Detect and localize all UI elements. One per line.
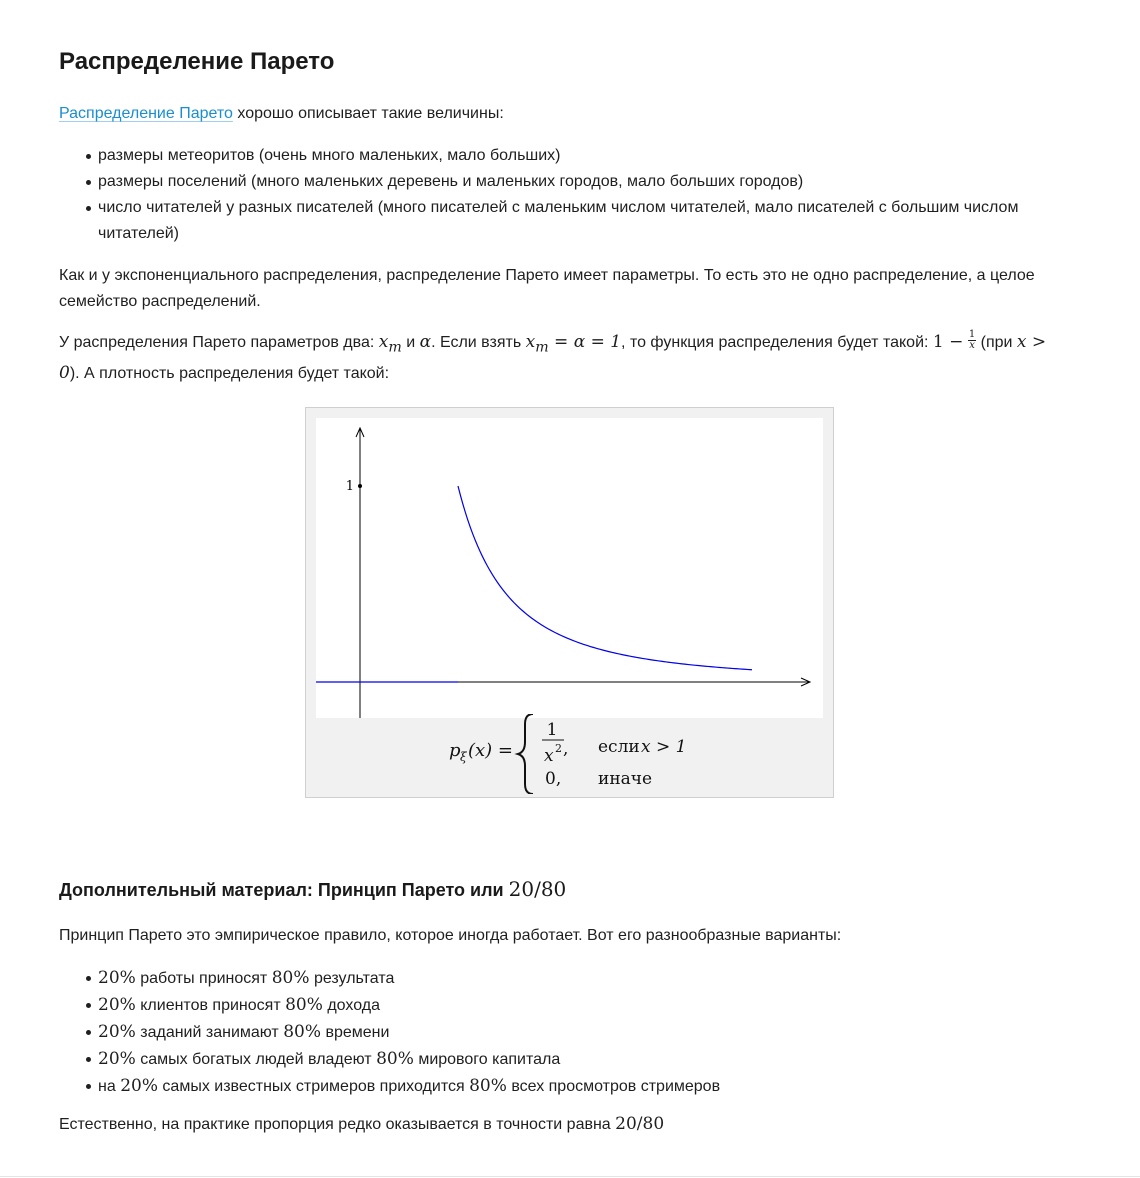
exponential-paragraph: Как и у экспоненциального распределения,… [59, 267, 1035, 310]
density-formula: p ξ (x) = 1 x 2 , если x > 1 0, иначе [306, 713, 833, 795]
page-title: Распределение Парето [59, 48, 335, 75]
examples-list: размеры метеоритов (очень много маленьки… [59, 143, 1059, 247]
formula-case1-num: 1 [547, 720, 558, 740]
formula-case1-cond: x > 1 [641, 737, 686, 757]
y-tick-label: 1 [346, 479, 354, 494]
density-plot: 1 [316, 418, 823, 718]
intro-paragraph: Распределение Парето хорошо описывает та… [59, 101, 504, 127]
params-text: . Если взять [431, 334, 526, 351]
formula-case2-value: 0, [545, 769, 561, 789]
parameters-paragraph: У распределения Парето параметров два: x… [59, 329, 1059, 387]
closing-paragraph: Естественно, на практике пропорция редко… [59, 1114, 665, 1134]
params-text: , то функция распределения будет такой: [621, 334, 933, 351]
xm-symbol: xm [378, 332, 402, 356]
list-item: размеры метеоритов (очень много маленьки… [59, 143, 1059, 169]
formula-xi: ξ [460, 750, 468, 764]
x-axis-arrow [800, 677, 812, 687]
section2-heading: Дополнительный материал: Принцип Парето … [59, 877, 567, 901]
params-text: (при [976, 334, 1017, 351]
formula-case1-word: если [598, 737, 640, 757]
params-text: и [401, 334, 420, 351]
formula-case1-den: x [544, 746, 554, 766]
formula-brace [514, 713, 534, 795]
formula-arg: (x) = [468, 740, 513, 761]
density-formula-svg: p ξ (x) = 1 x 2 , если x > 1 0, иначе [449, 713, 686, 795]
formula-p: p [449, 740, 461, 761]
list-item: на 20% самых известных стримеров приходи… [59, 1073, 1059, 1100]
list-item: 20% клиентов приносят 80% дохода [59, 992, 1059, 1019]
density-plot-svg: 1 [316, 426, 812, 718]
params-text: ). А плотность распределения будет такой… [69, 365, 390, 383]
y-tick-mark [358, 484, 362, 488]
pareto-link[interactable]: Распределение Парето [59, 105, 233, 122]
list-item: размеры поселений (много маленьких дерев… [59, 169, 1059, 195]
bottom-divider [0, 1176, 1140, 1177]
formula-case1-comma: , [563, 739, 568, 759]
intro-text: хорошо описывает такие величины: [232, 105, 504, 122]
density-curve [457, 485, 753, 671]
closing-math: 20/80 [615, 1114, 665, 1134]
section2-heading-math: 20/80 [508, 877, 567, 901]
list-item: число читателей у разных писателей (мног… [59, 195, 1059, 247]
list-item: 20% самых богатых людей владеют 80% миро… [59, 1046, 1059, 1073]
cdf-formula: 1 − [932, 332, 964, 352]
formula-case2-cond: иначе [598, 769, 652, 789]
params-text: У распределения Парето параметров два: [59, 334, 379, 351]
y-axis-arrow [355, 426, 365, 438]
formula-case1-den-exp: 2 [555, 742, 562, 755]
pareto-principle-intro: Принцип Парето это эмпирическое правило,… [59, 927, 842, 944]
list-item: 20% работы приносят 80% результата [59, 965, 1059, 992]
condition-formula: x > 0 [59, 332, 1047, 384]
equation-xm-alpha: xm = α = 1 [525, 332, 622, 356]
pareto-variants-list: 20% работы приносят 80% результата 20% к… [59, 965, 1059, 1100]
list-item: 20% заданий занимают 80% времени [59, 1019, 1059, 1046]
density-figure: 1 p ξ (x) = 1 x 2 , если x > 1 [305, 407, 834, 798]
alpha-symbol: α [419, 332, 432, 352]
